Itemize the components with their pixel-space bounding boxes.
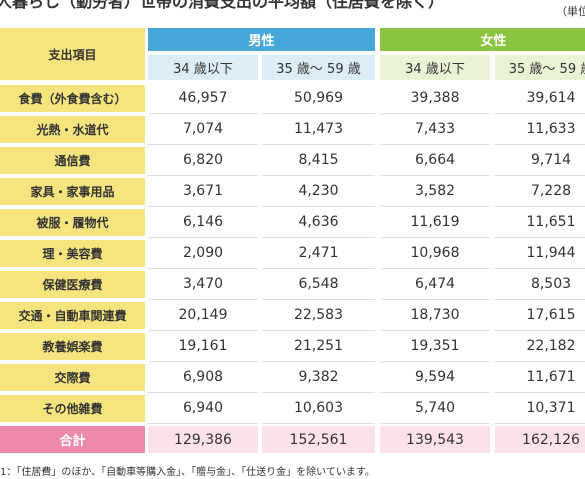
title: 人暮らし（勤労者）世帯の消費支出の平均額（住居費を除く） xyxy=(0,0,445,11)
value-cell: 6,664 xyxy=(380,145,490,176)
value-cell: 7,228 xyxy=(495,176,585,207)
row-label: 光熱・水道代 xyxy=(0,116,145,143)
sub-header: 35 歳～ 59 歳 xyxy=(495,55,585,80)
total-cell: 129,386 xyxy=(148,426,258,453)
value-cell: 10,371 xyxy=(495,393,585,424)
value-cell: 5,740 xyxy=(380,393,490,424)
value-cell: 3,470 xyxy=(148,269,258,300)
value-cell: 11,671 xyxy=(495,362,585,393)
row-label: その他雑費 xyxy=(0,395,145,422)
value-cell: 7,074 xyxy=(148,114,258,145)
value-cell: 21,251 xyxy=(262,331,375,362)
value-cell: 2,090 xyxy=(148,238,258,269)
value-cell: 7,433 xyxy=(380,114,490,145)
value-cell: 11,473 xyxy=(262,114,375,145)
value-cell: 50,969 xyxy=(262,83,375,114)
row-label: 食費（外食費含む） xyxy=(0,85,145,112)
total-cell: 139,543 xyxy=(380,426,490,453)
value-cell: 22,583 xyxy=(262,300,375,331)
value-cell: 9,594 xyxy=(380,362,490,393)
value-cell: 6,474 xyxy=(380,269,490,300)
value-cell: 19,351 xyxy=(380,331,490,362)
value-cell: 10,968 xyxy=(380,238,490,269)
value-cell: 11,651 xyxy=(495,207,585,238)
row-label: 教養娯楽費 xyxy=(0,333,145,360)
value-cell: 11,633 xyxy=(495,114,585,145)
row-label: 交通・自動車関連費 xyxy=(0,302,145,329)
value-cell: 19,161 xyxy=(148,331,258,362)
value-cell: 20,149 xyxy=(148,300,258,331)
value-cell: 6,548 xyxy=(262,269,375,300)
row-label: 理・美容費 xyxy=(0,240,145,267)
value-cell: 11,944 xyxy=(495,238,585,269)
value-cell: 18,730 xyxy=(380,300,490,331)
value-cell: 6,820 xyxy=(148,145,258,176)
value-cell: 6,940 xyxy=(148,393,258,424)
value-cell: 2,471 xyxy=(262,238,375,269)
value-cell: 9,714 xyxy=(495,145,585,176)
group-header: 男性 xyxy=(148,28,375,51)
row-label: 被服・履物代 xyxy=(0,209,145,236)
total-cell: 162,126 xyxy=(495,426,585,453)
value-cell: 39,614 xyxy=(495,83,585,114)
value-cell: 3,582 xyxy=(380,176,490,207)
value-cell: 8,503 xyxy=(495,269,585,300)
value-cell: 17,615 xyxy=(495,300,585,331)
total-label: 合計 xyxy=(0,426,145,453)
value-cell: 39,388 xyxy=(380,83,490,114)
value-cell: 22,182 xyxy=(495,331,585,362)
row-label: 家具・家事用品 xyxy=(0,178,145,205)
value-cell: 10,603 xyxy=(262,393,375,424)
sub-header: 34 歳以下 xyxy=(380,55,490,80)
total-cell: 152,561 xyxy=(262,426,375,453)
value-cell: 11,619 xyxy=(380,207,490,238)
row-label: 通信費 xyxy=(0,147,145,174)
group-header: 女性 xyxy=(380,28,585,51)
value-cell: 9,382 xyxy=(262,362,375,393)
unit-note: （単位 xyxy=(556,5,585,18)
item-header: 支出項目 xyxy=(0,28,145,80)
sub-header: 34 歳以下 xyxy=(148,55,258,80)
value-cell: 3,671 xyxy=(148,176,258,207)
row-label: 交際費 xyxy=(0,364,145,391)
value-cell: 6,146 xyxy=(148,207,258,238)
value-cell: 4,636 xyxy=(262,207,375,238)
row-label: 保健医療費 xyxy=(0,271,145,298)
value-cell: 4,230 xyxy=(262,176,375,207)
value-cell: 6,908 xyxy=(148,362,258,393)
value-cell: 8,415 xyxy=(262,145,375,176)
sub-header: 35 歳～ 59 歳 xyxy=(262,55,375,80)
value-cell: 46,957 xyxy=(148,83,258,114)
footnote: 1：「住居費」のほか、「自動車等購入金」、「贈与金」、「仕送り金」を除いています… xyxy=(0,467,375,478)
